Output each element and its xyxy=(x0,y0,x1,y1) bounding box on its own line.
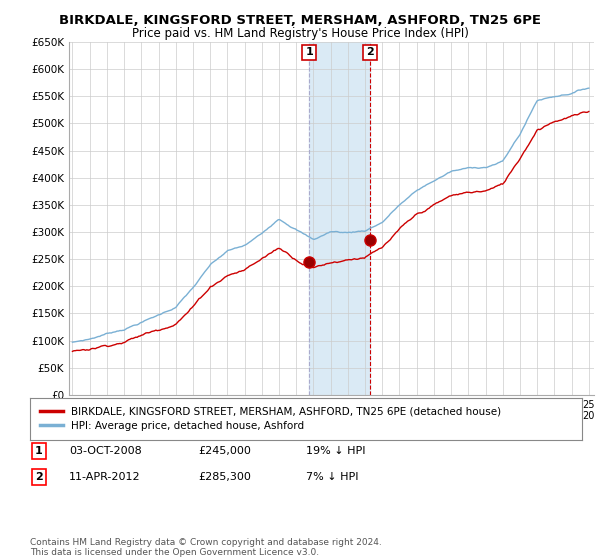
Text: 1: 1 xyxy=(35,446,43,456)
Text: 11-APR-2012: 11-APR-2012 xyxy=(69,472,140,482)
Text: £245,000: £245,000 xyxy=(198,446,251,456)
Bar xyxy=(309,42,370,395)
Text: BIRKDALE, KINGSFORD STREET, MERSHAM, ASHFORD, TN25 6PE: BIRKDALE, KINGSFORD STREET, MERSHAM, ASH… xyxy=(59,14,541,27)
Text: 7% ↓ HPI: 7% ↓ HPI xyxy=(306,472,359,482)
Text: 2: 2 xyxy=(366,48,374,58)
Text: 19% ↓ HPI: 19% ↓ HPI xyxy=(306,446,365,456)
Text: Price paid vs. HM Land Registry's House Price Index (HPI): Price paid vs. HM Land Registry's House … xyxy=(131,27,469,40)
Text: 1: 1 xyxy=(305,48,313,58)
Text: £285,300: £285,300 xyxy=(198,472,251,482)
Text: 03-OCT-2008: 03-OCT-2008 xyxy=(69,446,142,456)
Text: 2: 2 xyxy=(35,472,43,482)
Text: Contains HM Land Registry data © Crown copyright and database right 2024.
This d: Contains HM Land Registry data © Crown c… xyxy=(30,538,382,557)
Legend: BIRKDALE, KINGSFORD STREET, MERSHAM, ASHFORD, TN25 6PE (detached house), HPI: Av: BIRKDALE, KINGSFORD STREET, MERSHAM, ASH… xyxy=(35,402,505,435)
